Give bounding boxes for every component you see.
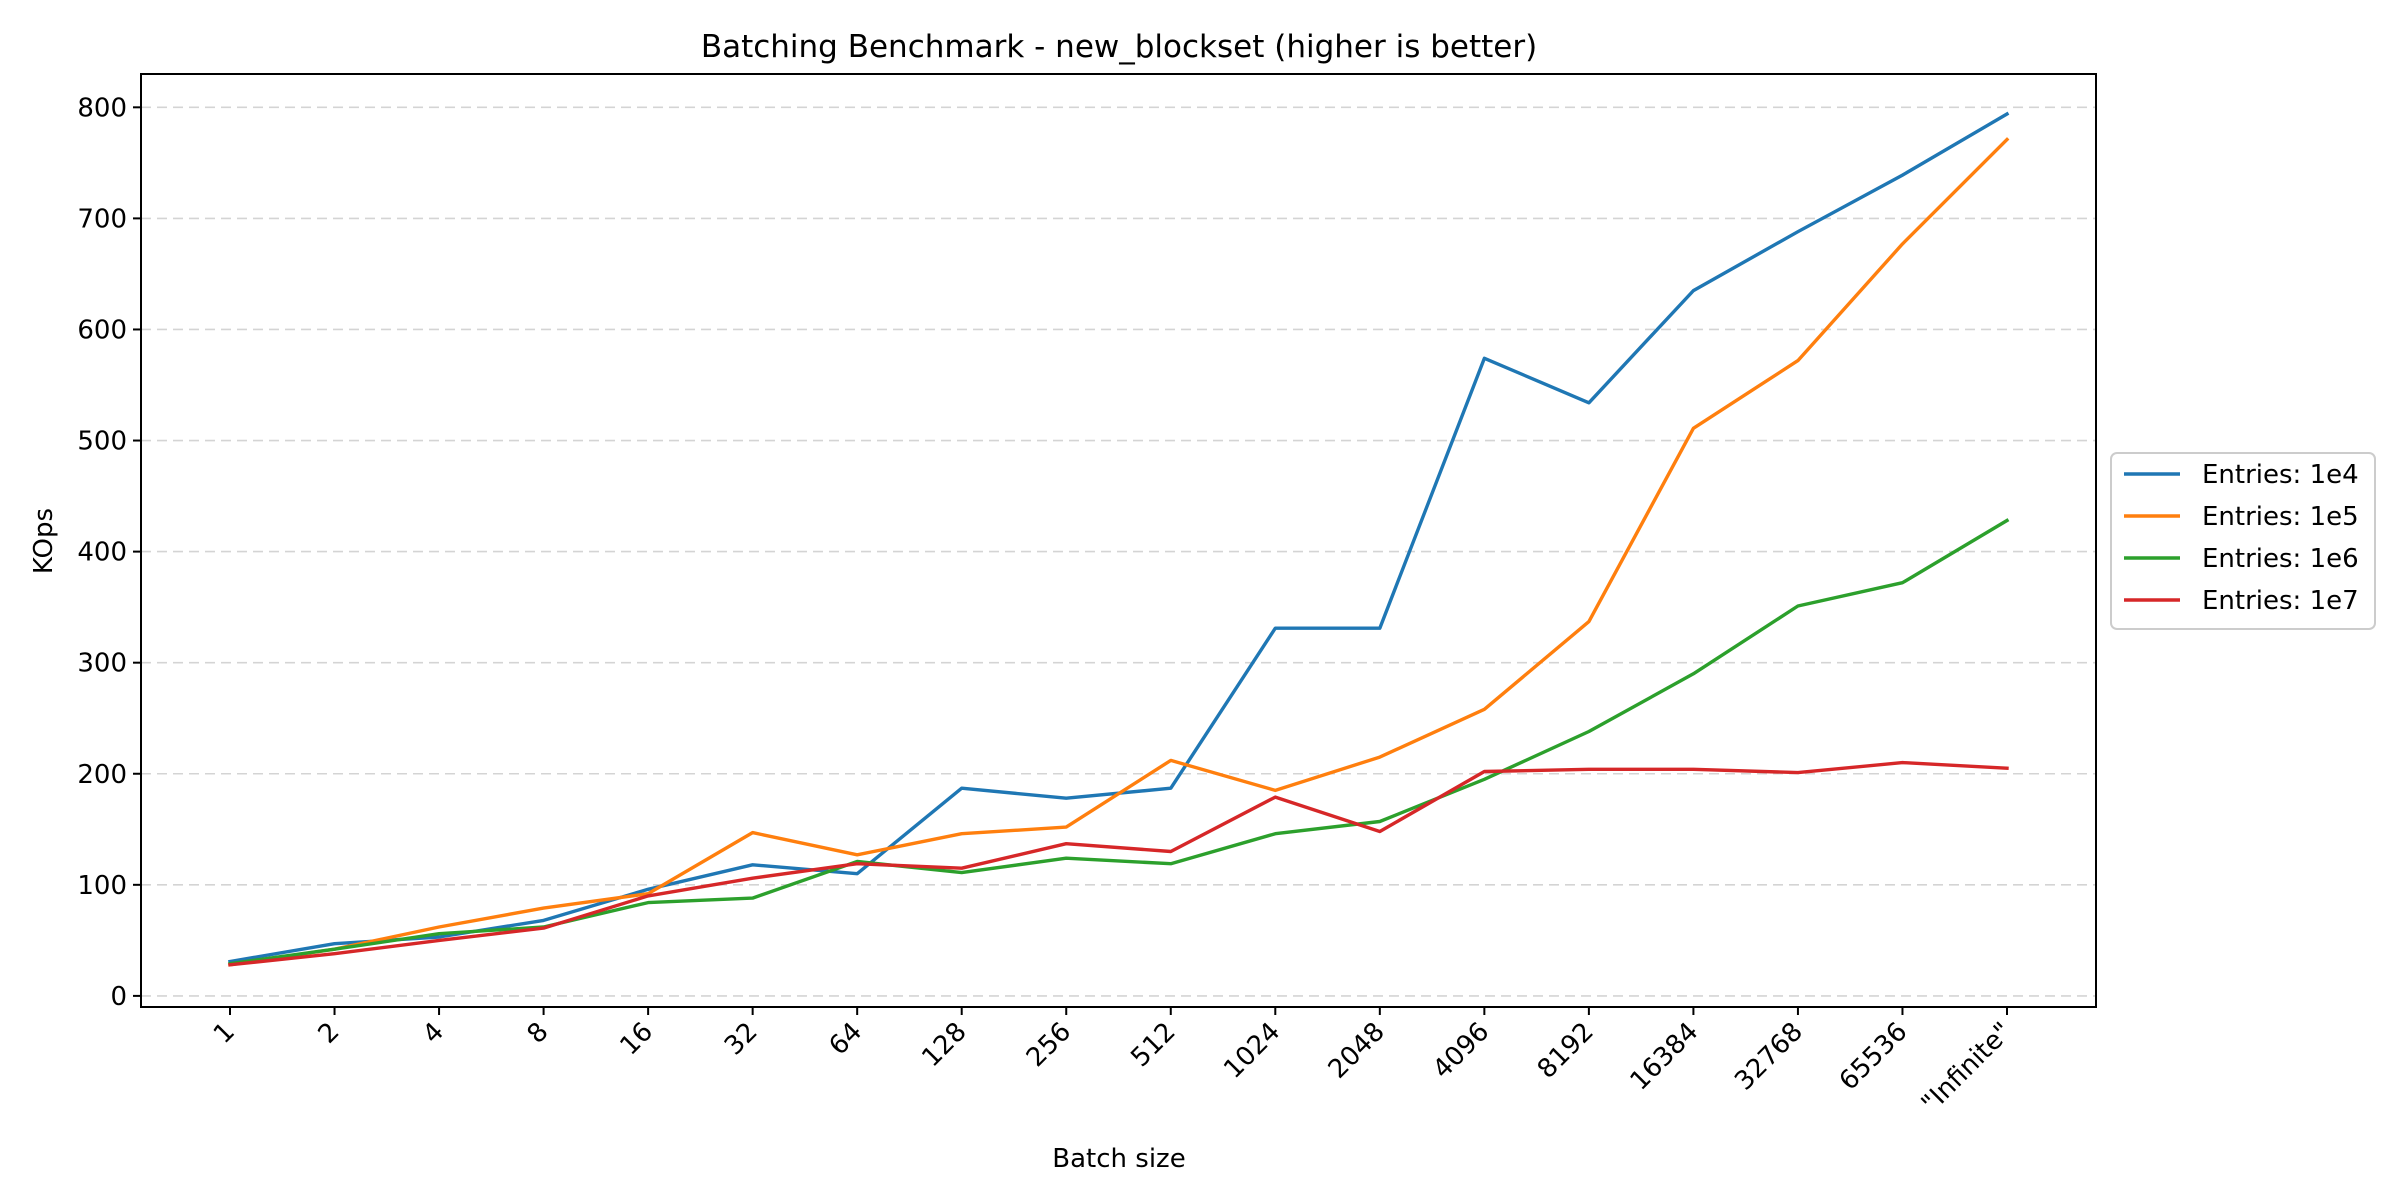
series-line-3 — [228, 518, 2010, 966]
series-line-4 — [228, 760, 2009, 967]
y-tick-label: 600 — [77, 315, 127, 345]
y-tick-label: 300 — [77, 649, 127, 679]
y-tick-label: 400 — [77, 538, 127, 568]
legend-label-2: Entries: 1e5 — [2202, 502, 2359, 532]
legend-frame — [2110, 452, 2376, 630]
grid-lines — [141, 106, 2096, 997]
plot-series — [228, 111, 2010, 967]
plot-frame — [140, 73, 2097, 1008]
legend-label-1: Entries: 1e4 — [2202, 460, 2359, 490]
y-tick-label: 200 — [77, 760, 127, 790]
y-axis-ticks: 0 100 200 300 400 500 600 700 800 — [77, 93, 141, 1012]
y-axis-label: KOps — [29, 508, 59, 574]
y-tick-label: 0 — [110, 982, 127, 1012]
y-tick-label: 700 — [77, 204, 127, 234]
y-tick-label: 100 — [77, 871, 127, 901]
legend: Entries: 1e4 Entries: 1e5 Entries: 1e6 Entr… — [2110, 452, 2376, 630]
chart-title: Batching Benchmark - new_blockset (highe… — [701, 29, 1537, 65]
legend-label-4: Entries: 1e7 — [2202, 586, 2359, 616]
series-line-2 — [228, 137, 2010, 967]
x-axis-label: Batch size — [1052, 1144, 1185, 1174]
y-tick-label: 500 — [77, 427, 127, 457]
y-tick-label: 800 — [77, 93, 127, 123]
legend-label-3: Entries: 1e6 — [2202, 544, 2359, 574]
